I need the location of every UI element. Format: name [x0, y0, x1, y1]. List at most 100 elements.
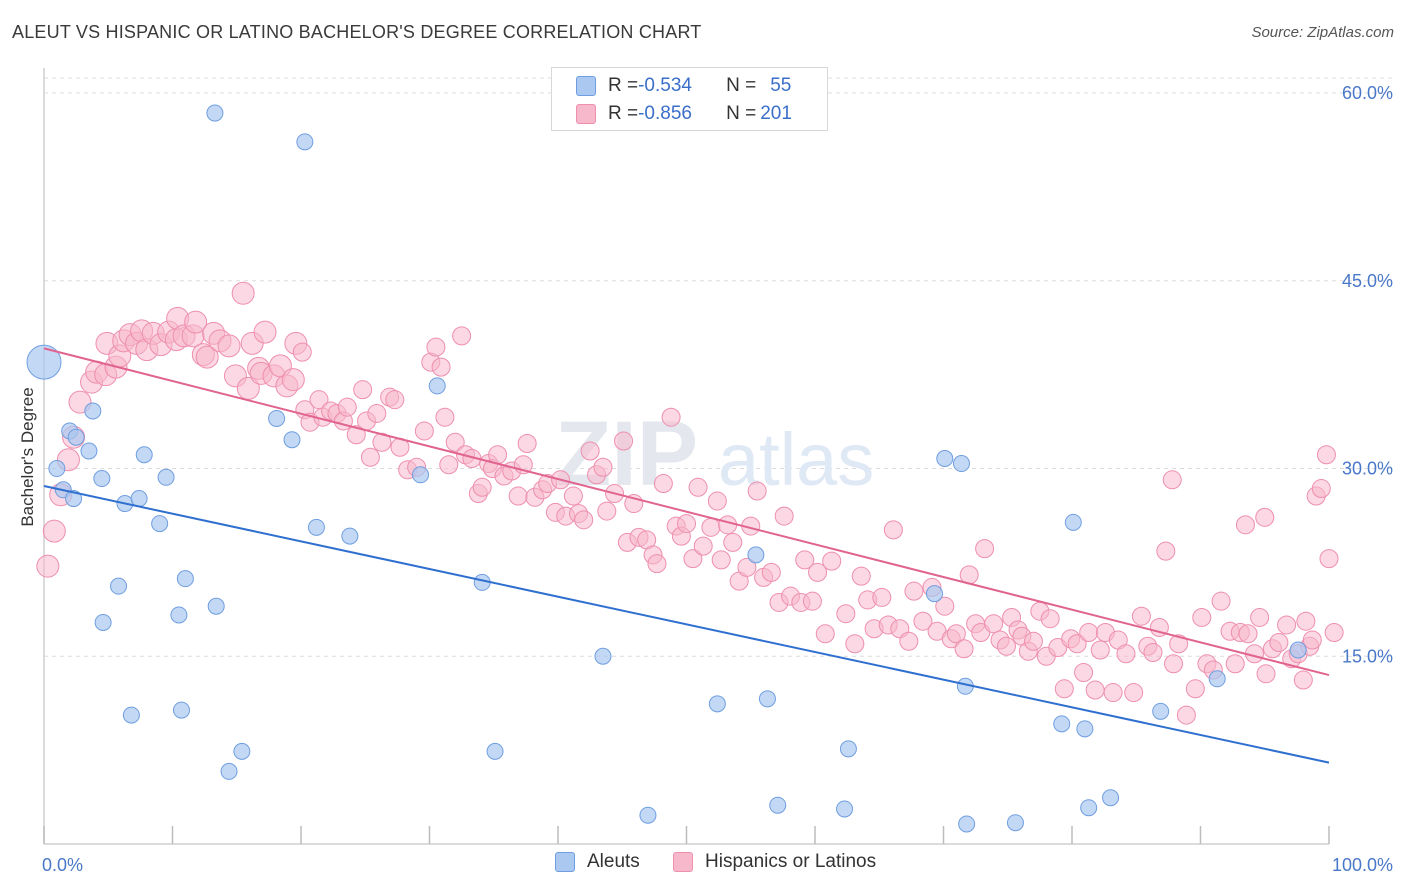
point-aleuts: [936, 450, 954, 468]
point-hispanics: [1324, 622, 1344, 642]
point-aleuts: [151, 515, 169, 533]
series-aleuts-points: [26, 104, 1307, 833]
legend-n-value: 55: [770, 75, 792, 96]
point-aleuts: [1208, 670, 1226, 688]
bottom-legend: Aleuts Hispanics or Latinos: [0, 851, 1406, 877]
point-hispanics: [1319, 549, 1339, 569]
point-hispanics: [996, 636, 1016, 656]
y-tick-labels: 15.0% 30.0% 45.0% 60.0%: [1342, 83, 1393, 666]
point-aleuts: [268, 409, 286, 427]
point-hispanics: [975, 539, 995, 559]
x-tick-labels: 0.0% 100.0%: [42, 855, 1393, 875]
point-hispanics: [1023, 631, 1043, 651]
legend-swatch-aleuts: [576, 76, 596, 96]
point-hispanics: [711, 550, 731, 570]
y-tick-label: 60.0%: [1342, 83, 1393, 103]
point-hispanics: [1156, 541, 1176, 561]
point-aleuts: [26, 344, 62, 380]
point-hispanics: [253, 320, 277, 344]
point-aleuts: [172, 701, 190, 719]
trend-line-aleuts: [43, 485, 1330, 764]
point-hispanics: [1162, 470, 1182, 490]
point-aleuts: [296, 133, 314, 151]
point-aleuts: [1076, 720, 1094, 738]
trend-line-hispanics: [43, 347, 1330, 677]
bottom-legend-aleuts: Aleuts: [555, 851, 640, 873]
point-hispanics: [822, 551, 842, 571]
legend-r-value: -0.856: [638, 103, 692, 124]
point-aleuts: [233, 742, 251, 760]
point-hispanics: [1302, 630, 1322, 650]
point-hispanics: [677, 514, 696, 534]
point-hispanics: [851, 566, 871, 586]
point-hispanics: [747, 481, 767, 501]
point-hispanics: [1238, 624, 1258, 644]
x-tick-label: 0.0%: [42, 855, 83, 875]
y-tick-label: 30.0%: [1342, 459, 1393, 479]
point-hispanics: [802, 591, 822, 611]
point-aleuts: [1053, 715, 1071, 733]
point-hispanics: [1269, 632, 1289, 652]
point-hispanics: [597, 501, 617, 521]
point-hispanics: [883, 520, 903, 540]
point-hispanics: [431, 357, 451, 377]
point-hispanics: [346, 425, 366, 445]
point-hispanics: [385, 390, 405, 410]
point-hispanics: [1067, 634, 1087, 654]
point-aleuts: [130, 490, 148, 508]
point-hispanics: [508, 486, 528, 506]
point-hispanics: [1225, 654, 1245, 674]
bottom-legend-swatch-aleuts: [555, 852, 575, 872]
point-hispanics: [1131, 606, 1151, 626]
point-aleuts: [708, 695, 726, 713]
point-hispanics: [614, 431, 634, 451]
point-aleuts: [1006, 814, 1024, 832]
point-aleuts: [412, 466, 430, 484]
chart-title: ALEUT VS HISPANIC OR LATINO BACHELOR'S D…: [12, 22, 702, 42]
point-aleuts: [836, 800, 854, 818]
point-hispanics: [1079, 622, 1099, 642]
point-hispanics: [353, 380, 373, 400]
point-hispanics: [1277, 615, 1297, 635]
point-hispanics: [1211, 591, 1231, 611]
point-hispanics: [1103, 683, 1123, 703]
bottom-legend-label-aleuts: Aleuts: [587, 851, 640, 872]
point-hispanics: [1090, 640, 1110, 660]
bottom-legend-label-hispanics: Hispanics or Latinos: [705, 851, 877, 872]
point-hispanics: [1164, 654, 1184, 674]
point-hispanics: [231, 281, 255, 305]
point-hispanics: [1124, 683, 1144, 703]
point-aleuts: [220, 762, 238, 780]
point-hispanics: [1054, 679, 1074, 699]
point-aleuts: [283, 431, 301, 449]
point-hispanics: [452, 326, 472, 346]
source-credit: Source: ZipAtlas.com: [1251, 24, 1394, 41]
point-aleuts: [157, 468, 175, 486]
point-hispanics: [761, 562, 781, 582]
y-tick-label: 15.0%: [1342, 646, 1393, 666]
point-hispanics: [701, 517, 721, 537]
point-aleuts: [594, 647, 612, 665]
point-hispanics: [1316, 445, 1336, 465]
point-hispanics: [815, 624, 835, 644]
point-hispanics: [1176, 705, 1196, 725]
watermark-atlas: atlas: [718, 418, 874, 501]
legend-r-label: R =: [608, 75, 639, 96]
point-hispanics: [184, 310, 208, 334]
point-hispanics: [718, 515, 738, 535]
point-hispanics: [683, 549, 703, 569]
point-hispanics: [1192, 607, 1212, 627]
y-axis-label: Bachelor's Degree: [18, 387, 37, 526]
point-aleuts: [1080, 799, 1098, 817]
gridlines: [44, 77, 1392, 657]
point-hispanics: [472, 477, 492, 497]
point-aleuts: [758, 690, 776, 708]
legend: R = -0.534 N = 55 R = -0.856 N = 201: [551, 67, 828, 131]
point-hispanics: [808, 562, 828, 582]
legend-row-aleuts: R = -0.534 N = 55: [576, 72, 791, 100]
point-hispanics: [435, 407, 455, 427]
point-hispanics: [195, 345, 219, 369]
point-aleuts: [486, 742, 504, 760]
point-hispanics: [1250, 607, 1270, 627]
